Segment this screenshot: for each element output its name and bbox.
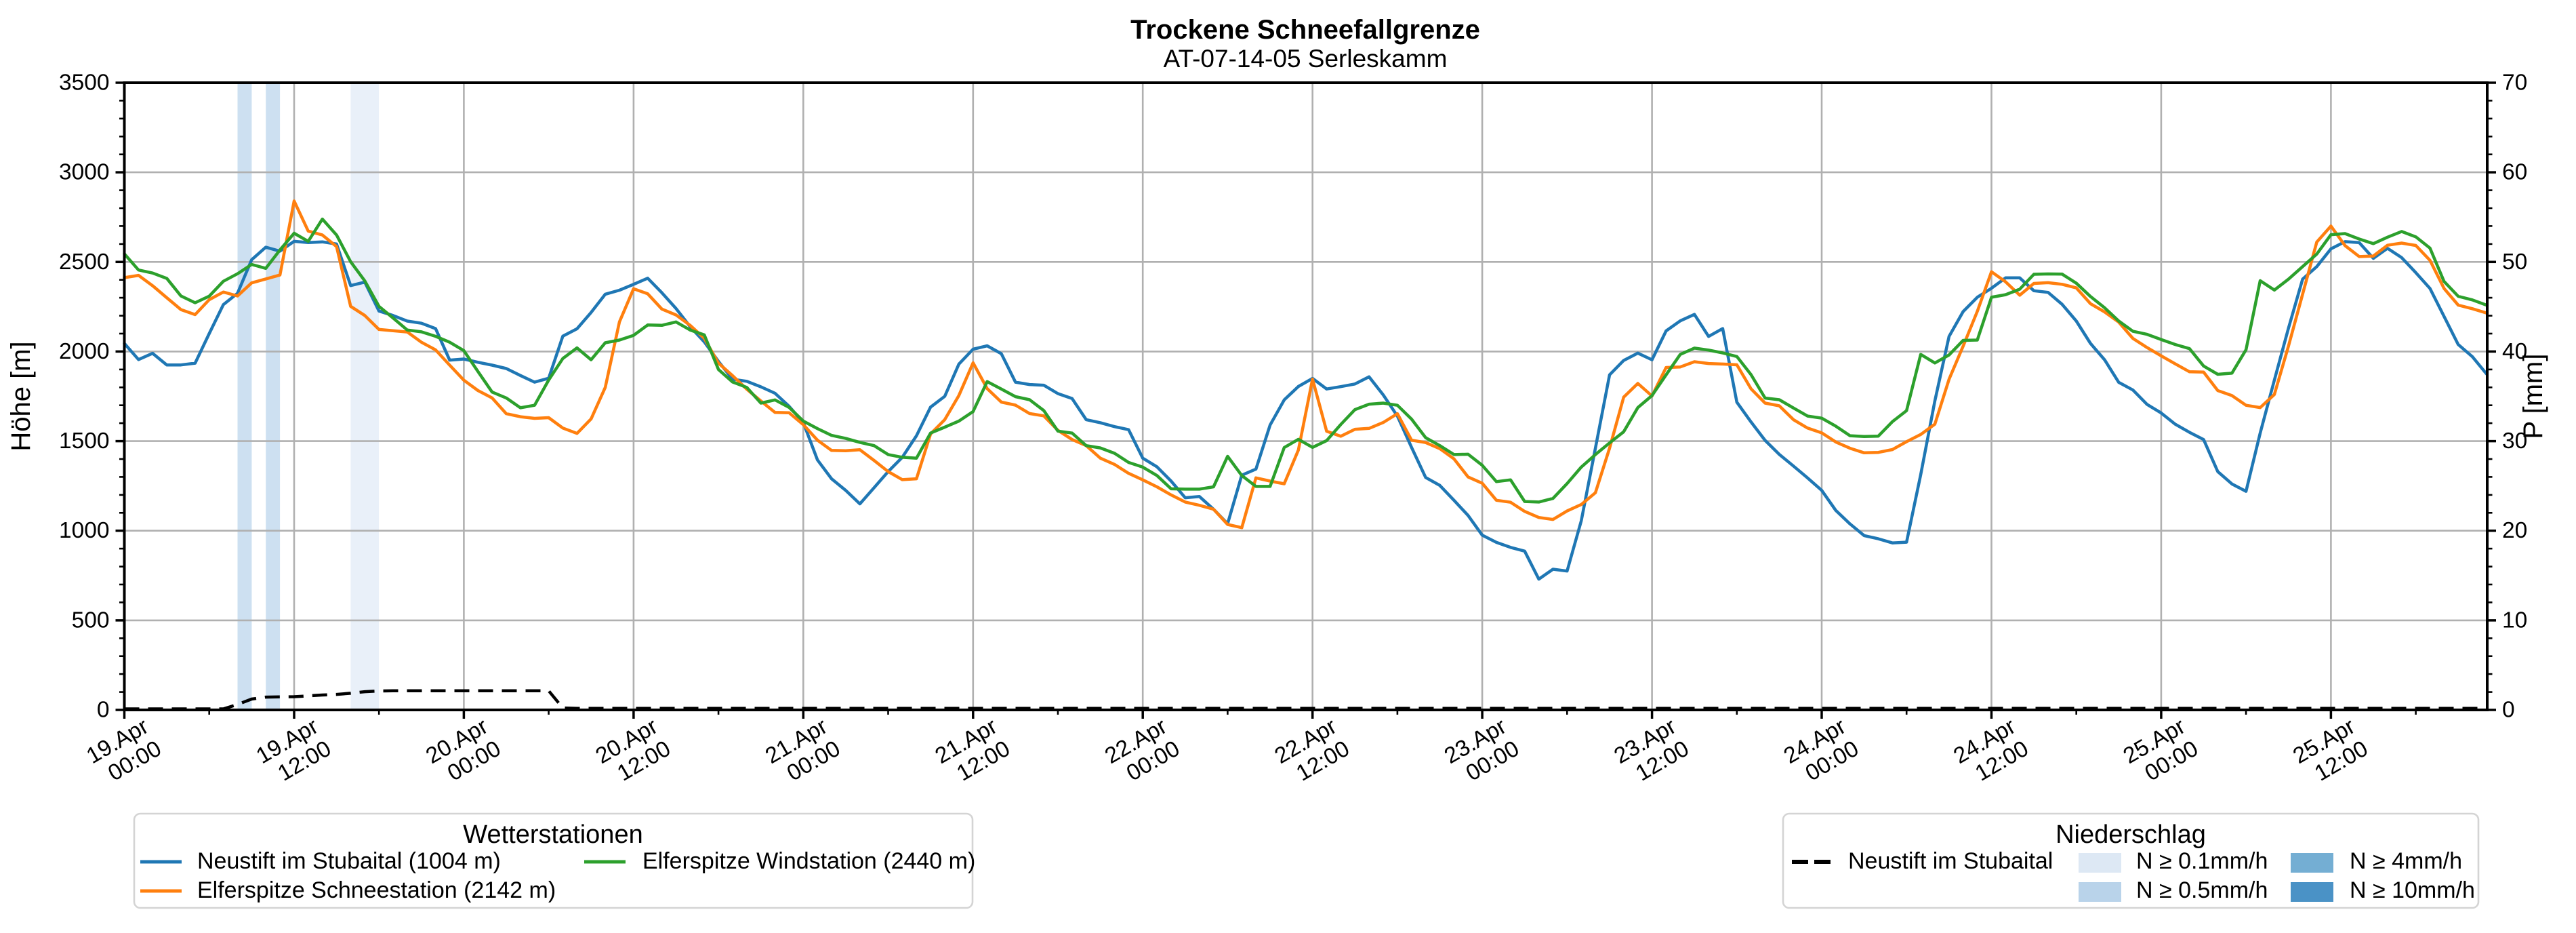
svg-text:1500: 1500 xyxy=(59,429,110,454)
svg-text:N ≥ 4mm/h: N ≥ 4mm/h xyxy=(2350,848,2462,874)
svg-text:0: 0 xyxy=(97,698,110,723)
svg-text:Neustift im Stubaital: Neustift im Stubaital xyxy=(1848,848,2053,874)
svg-text:10: 10 xyxy=(2502,608,2527,633)
svg-text:2500: 2500 xyxy=(59,250,110,275)
svg-text:20: 20 xyxy=(2502,518,2527,543)
svg-text:50: 50 xyxy=(2502,250,2527,275)
svg-text:Höhe [m]: Höhe [m] xyxy=(6,341,36,451)
svg-text:Elferspitze Windstation (2440: Elferspitze Windstation (2440 m) xyxy=(642,848,975,874)
svg-text:60: 60 xyxy=(2502,160,2527,185)
svg-text:1000: 1000 xyxy=(59,518,110,543)
svg-text:500: 500 xyxy=(72,608,110,633)
svg-text:3000: 3000 xyxy=(59,160,110,185)
svg-text:70: 70 xyxy=(2502,71,2527,96)
svg-text:30: 30 xyxy=(2502,429,2527,454)
svg-text:Trockene Schneefallgrenze: Trockene Schneefallgrenze xyxy=(1130,15,1480,45)
svg-text:Elferspitze Schneestation (214: Elferspitze Schneestation (2142 m) xyxy=(197,877,556,903)
svg-text:Niederschlag: Niederschlag xyxy=(2056,820,2206,849)
svg-text:P [mm]: P [mm] xyxy=(2518,354,2548,439)
svg-text:Neustift im Stubaital (1004 m): Neustift im Stubaital (1004 m) xyxy=(197,848,501,874)
svg-text:Wetterstationen: Wetterstationen xyxy=(463,820,642,849)
svg-text:3500: 3500 xyxy=(59,71,110,96)
svg-text:N ≥ 0.5mm/h: N ≥ 0.5mm/h xyxy=(2136,877,2268,903)
svg-text:40: 40 xyxy=(2502,339,2527,364)
svg-text:0: 0 xyxy=(2502,698,2515,723)
svg-text:AT-07-14-05 Serleskamm: AT-07-14-05 Serleskamm xyxy=(1164,45,1448,73)
svg-text:N ≥ 0.1mm/h: N ≥ 0.1mm/h xyxy=(2136,848,2268,874)
svg-text:2000: 2000 xyxy=(59,339,110,364)
svg-text:N ≥ 10mm/h: N ≥ 10mm/h xyxy=(2350,877,2475,903)
